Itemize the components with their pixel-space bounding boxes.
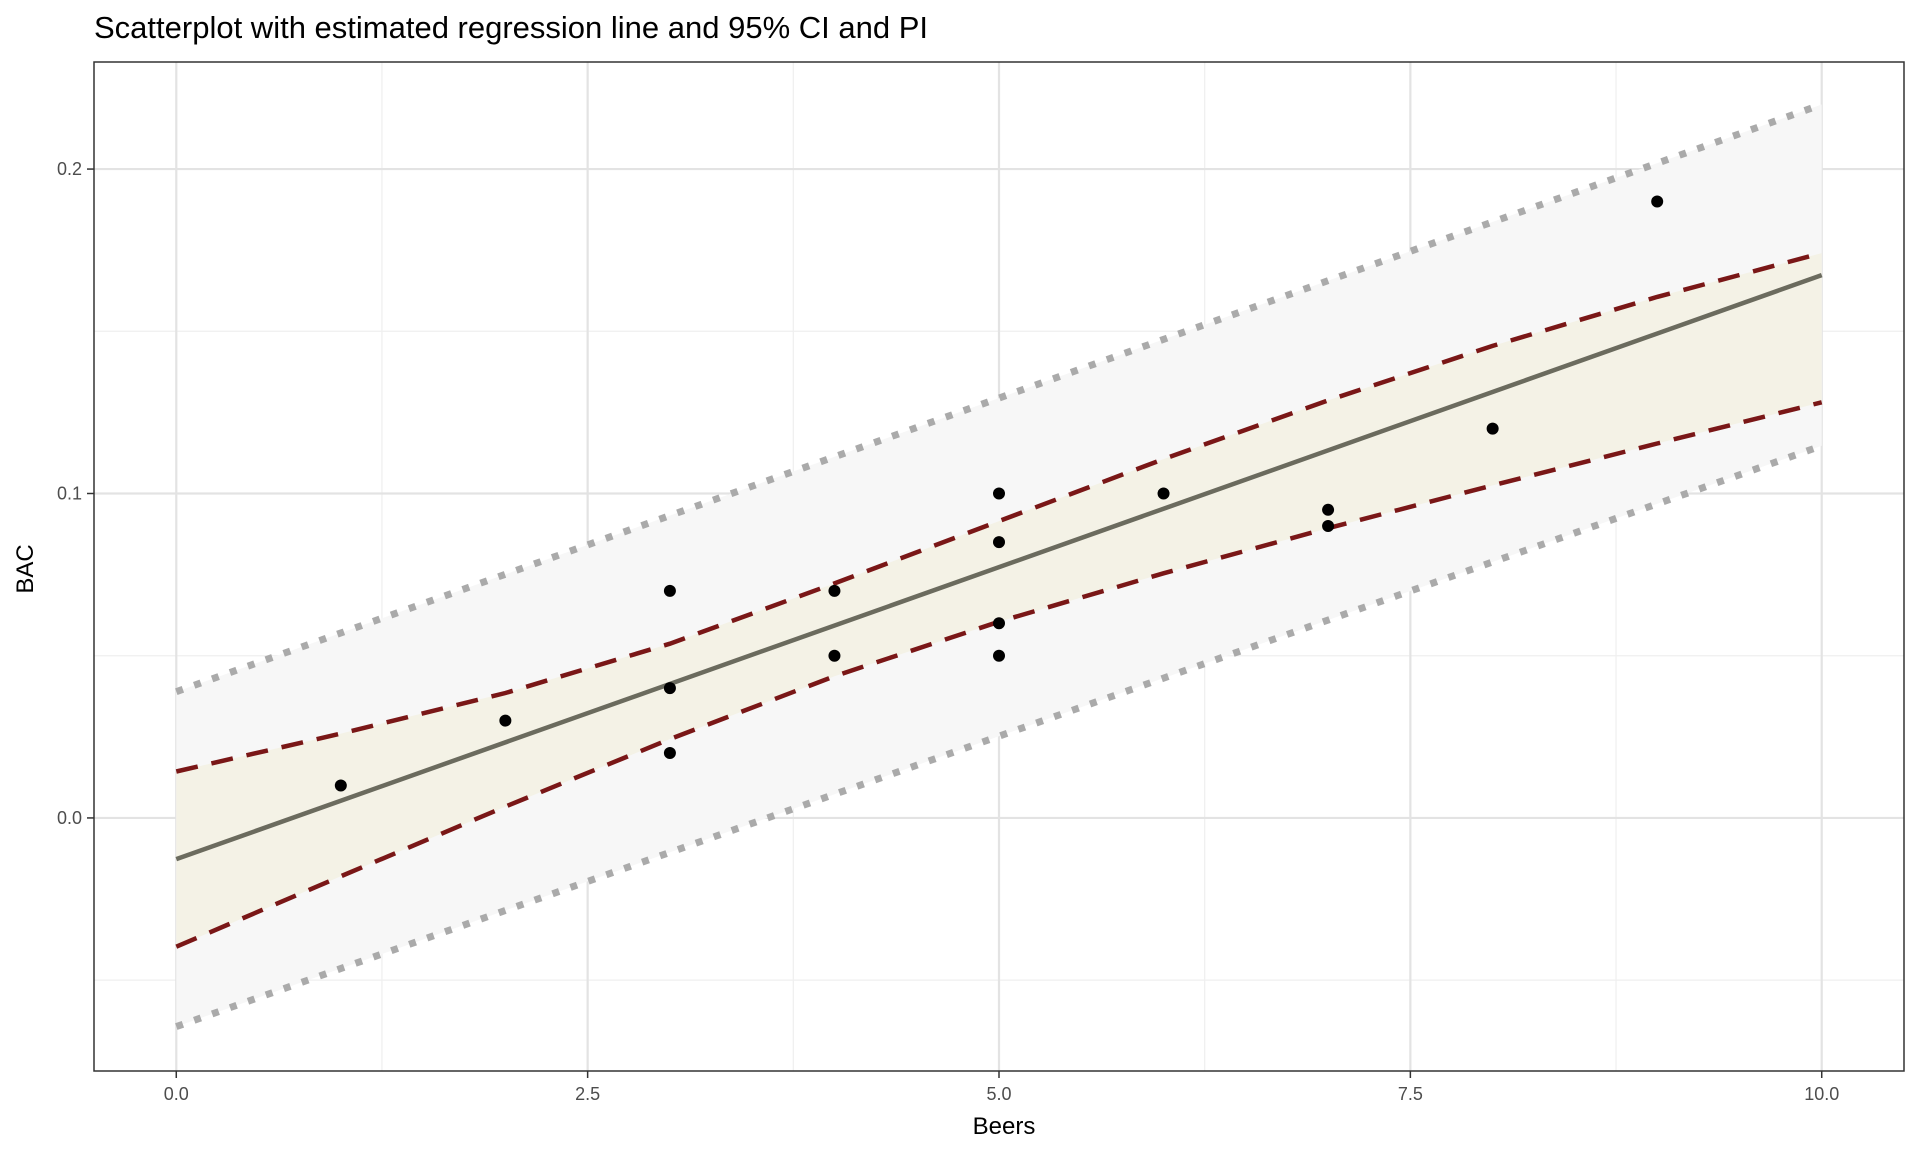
data-point (663, 584, 676, 597)
data-point (663, 747, 676, 760)
data-points (334, 195, 1664, 792)
data-point (1157, 487, 1170, 500)
data-point (663, 682, 676, 695)
y-axis-title: BAC (12, 544, 39, 593)
regression-line (175, 273, 1823, 862)
data-point (993, 649, 1005, 662)
x-tick-label: 7.5 (1398, 1084, 1423, 1104)
data-point (334, 779, 347, 792)
data-point (828, 584, 841, 597)
data-point (1322, 519, 1335, 532)
y-tick-label: 0.1 (57, 484, 82, 504)
data-point (993, 487, 1005, 500)
data-point (828, 649, 841, 662)
prediction-upper-line (175, 101, 1823, 695)
x-tick-label: 10.0 (1804, 1084, 1839, 1104)
prediction-lower-line (175, 442, 1823, 1030)
data-point (499, 714, 512, 727)
confidence-interval-band (176, 253, 1822, 947)
chart-title: Scatterplot with estimated regression li… (94, 10, 929, 45)
x-tick-label: 0.0 (164, 1084, 189, 1104)
y-tick-label: 0.0 (57, 808, 82, 828)
data-point (1651, 195, 1664, 208)
data-point (993, 617, 1005, 630)
axis-ticks: 0.0 2.5 5.0 7.5 10.0 0.0 0.1 0.2 (57, 159, 1839, 1104)
data-point (993, 536, 1005, 549)
confidence-upper-line (175, 250, 1823, 774)
x-tick-label: 5.0 (986, 1084, 1011, 1104)
data-point (1322, 503, 1335, 516)
data-point (1486, 422, 1499, 435)
y-tick-label: 0.2 (57, 159, 82, 179)
x-tick-label: 2.5 (575, 1084, 600, 1104)
x-axis-title: Beers (973, 1113, 1036, 1140)
